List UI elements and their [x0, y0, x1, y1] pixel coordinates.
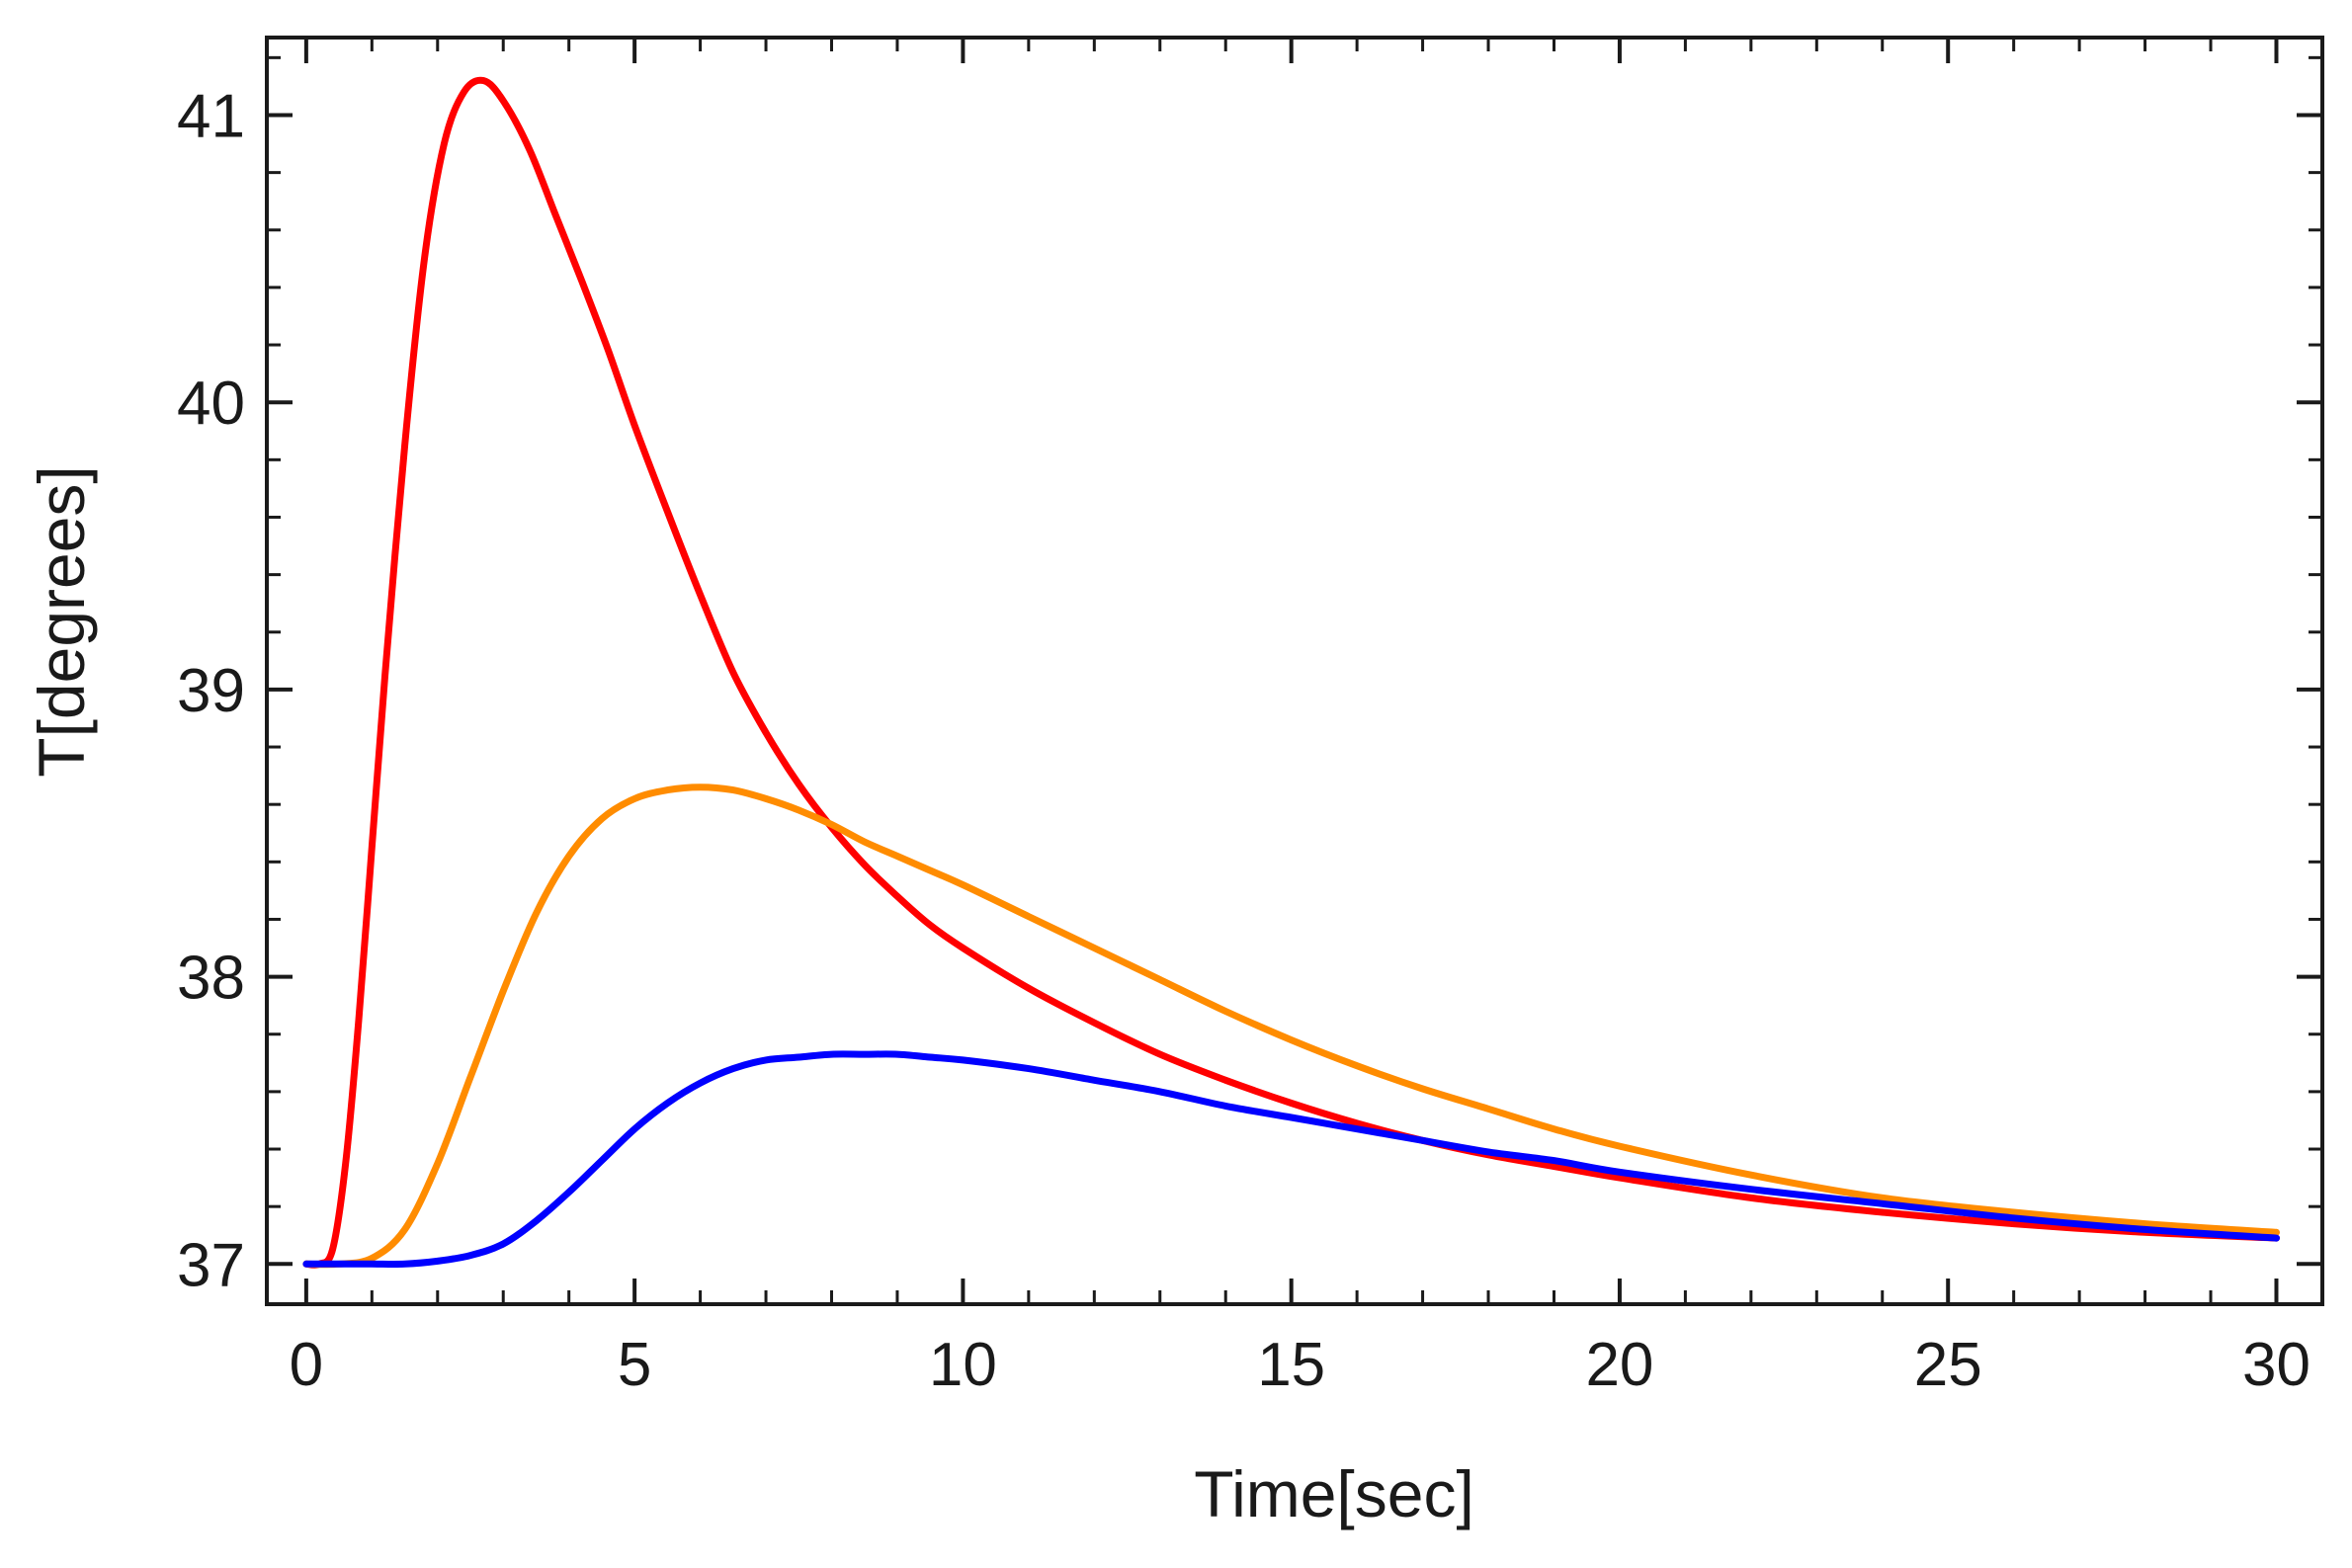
y-tick-label: 39	[177, 657, 245, 725]
x-tick-label: 20	[1585, 1331, 1653, 1399]
y-tick-label: 38	[177, 945, 245, 1013]
minor-ticks	[267, 38, 2322, 1304]
x-tick-label: 25	[1914, 1331, 1982, 1399]
series-line-blue	[302, 1050, 2280, 1269]
x-tick-label: 30	[2242, 1331, 2310, 1399]
y-tick-label: 41	[177, 82, 245, 150]
major-ticks	[267, 38, 2322, 1304]
plot-frame	[265, 36, 2324, 1306]
x-axis-label: Time[sec]	[1194, 1457, 1474, 1530]
x-tick-label: 0	[290, 1331, 323, 1399]
x-tick-label: 10	[929, 1331, 997, 1399]
tick-labels: 0 5 10 15 20 25 30 37 38 39 40 41	[177, 82, 2310, 1399]
series-line-orange	[302, 784, 2280, 1269]
x-tick-label: 5	[618, 1331, 651, 1399]
y-axis-label: T[degrees]	[25, 465, 98, 778]
series-line-red	[302, 76, 2280, 1269]
y-tick-label: 37	[177, 1231, 245, 1299]
series-layer	[302, 76, 2280, 1269]
x-tick-label: 15	[1257, 1331, 1325, 1399]
y-tick-label: 40	[177, 370, 245, 438]
